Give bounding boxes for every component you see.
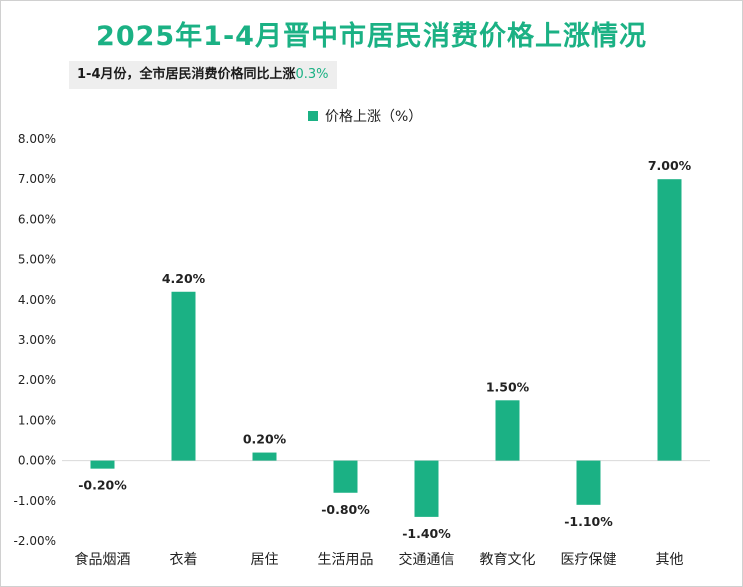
bar xyxy=(252,452,277,461)
x-category-label: 交通通信 xyxy=(399,551,455,568)
bar xyxy=(333,460,358,493)
data-label: -1.10% xyxy=(564,514,613,529)
data-label: -0.80% xyxy=(321,502,370,517)
data-label: 1.50% xyxy=(486,379,530,394)
x-category-label: 食品烟酒 xyxy=(75,551,131,568)
bar xyxy=(576,460,601,505)
bar xyxy=(495,400,520,461)
x-axis: 食品烟酒 衣着 居住 生活用品 交通通信 教育文化 医疗保健 其他 xyxy=(75,551,684,568)
y-tick-label: 4.00% xyxy=(18,293,56,307)
bars xyxy=(90,179,682,517)
subtitle-box: 1-4月份，全市居民消费价格同比上涨0.3% xyxy=(69,61,337,89)
y-axis: -2.00% -1.00% 0.00% 1.00% 2.00% 3.00% 4.00% 5.0… xyxy=(14,132,56,548)
bar xyxy=(90,460,115,469)
bar xyxy=(171,291,196,461)
data-label: 7.00% xyxy=(648,158,692,173)
bar xyxy=(414,460,439,517)
bar xyxy=(657,179,682,461)
chart-title: 2025年1-4月晋中市居民消费价格上涨情况 xyxy=(96,21,647,52)
legend-swatch xyxy=(308,111,318,121)
x-category-label: 衣着 xyxy=(170,552,198,568)
y-tick-label: 6.00% xyxy=(18,212,56,226)
y-tick-label: -2.00% xyxy=(14,534,56,548)
x-category-label: 教育文化 xyxy=(480,552,536,568)
y-tick-label: 8.00% xyxy=(18,132,56,146)
y-tick-label: 3.00% xyxy=(18,333,56,347)
x-category-label: 居住 xyxy=(251,552,279,568)
y-tick-label: 0.00% xyxy=(18,454,56,468)
y-tick-label: 5.00% xyxy=(18,253,56,267)
x-category-label: 其他 xyxy=(656,552,684,568)
y-tick-label: 1.00% xyxy=(18,413,56,427)
data-label: 4.20% xyxy=(162,271,206,286)
x-category-label: 生活用品 xyxy=(318,552,374,568)
data-label: -0.20% xyxy=(78,478,127,493)
subtitle-text: 1-4月份，全市居民消费价格同比上涨 xyxy=(77,67,296,82)
y-tick-label: 2.00% xyxy=(18,373,56,387)
data-label: -1.40% xyxy=(402,526,451,541)
legend-label: 价格上涨（%） xyxy=(325,109,422,125)
data-label: 0.20% xyxy=(243,432,287,447)
x-category-label: 医疗保健 xyxy=(561,552,617,568)
data-labels: -0.20% 4.20% 0.20% -0.80% -1.40% 1.50% -1.10% 7… xyxy=(78,158,691,541)
legend: 价格上涨（%） xyxy=(308,109,422,125)
y-tick-label: 7.00% xyxy=(18,172,56,186)
subtitle-value: 0.3% xyxy=(295,67,329,82)
y-tick-label: -1.00% xyxy=(14,494,56,508)
